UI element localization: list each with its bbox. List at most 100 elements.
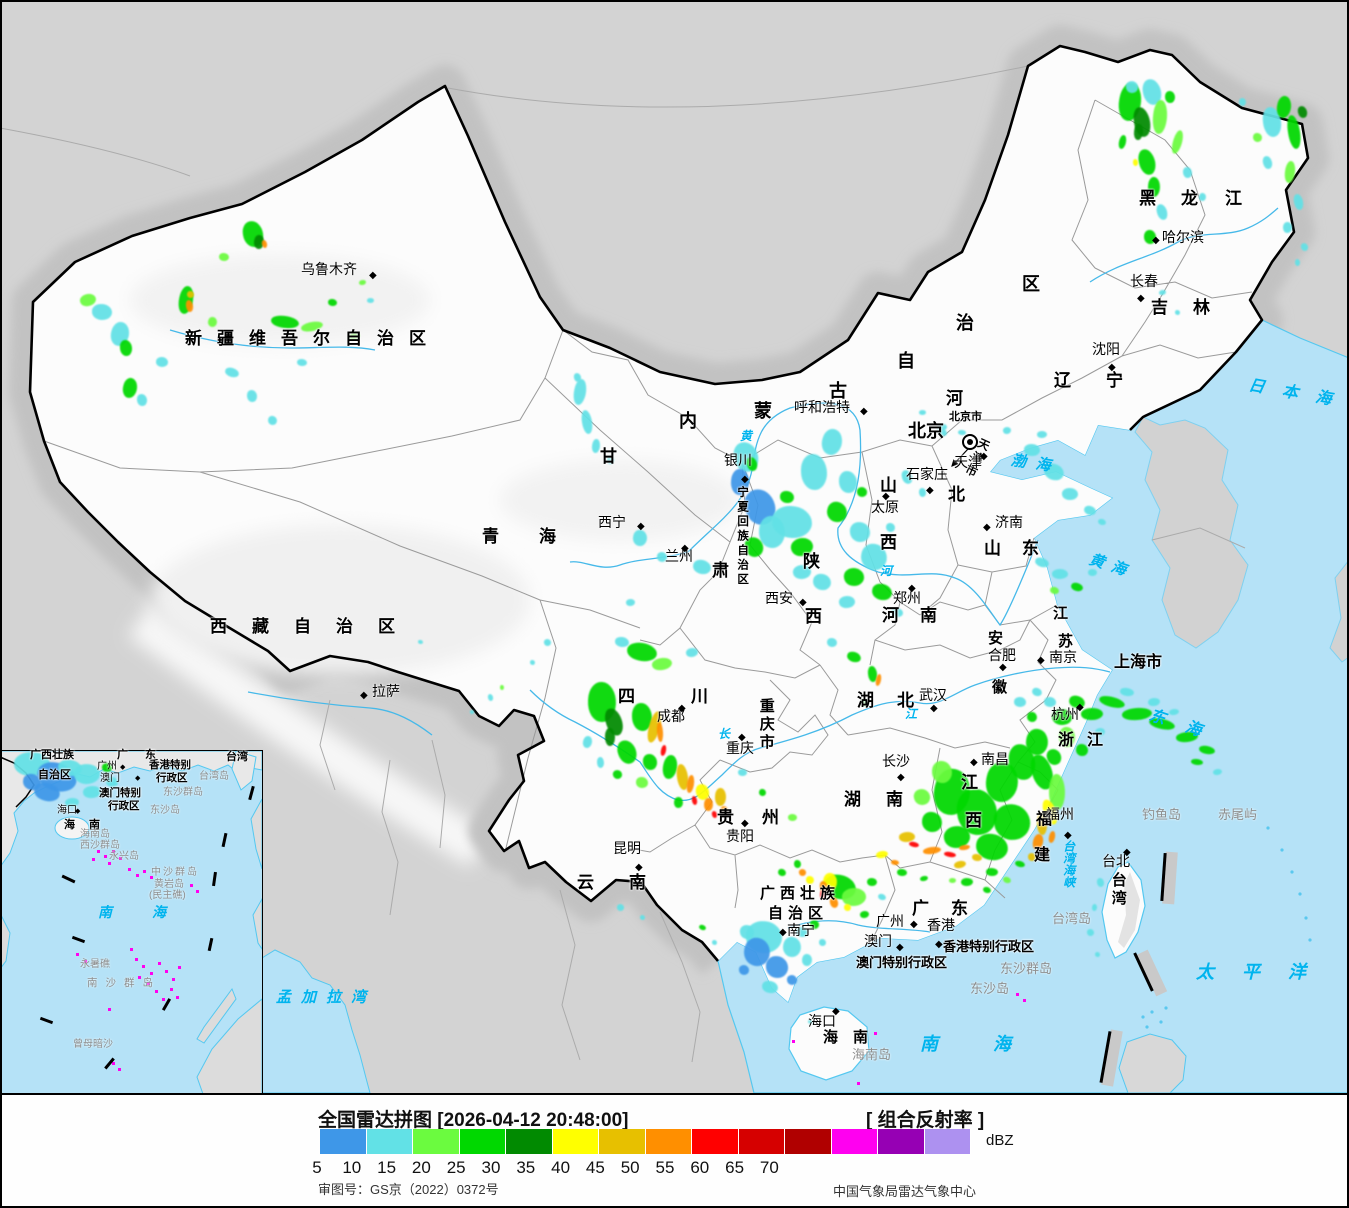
province-label: 西: [965, 811, 982, 830]
province-label: 江: [961, 773, 978, 792]
radar-echo: [918, 487, 926, 497]
islet-dot: [196, 890, 199, 893]
province-label: 龙: [1181, 189, 1198, 208]
province-label: 西: [805, 607, 822, 626]
city-marker-icon: ◆: [637, 521, 645, 532]
islet-dot: [172, 978, 175, 981]
province-label: 陕: [803, 552, 820, 571]
city-label: 台北: [1102, 853, 1130, 869]
legend-swatch: [645, 1129, 692, 1154]
city-marker-icon: ◆: [779, 927, 787, 938]
province-label: 宁: [1106, 371, 1123, 390]
sea-label: 日本海: [1247, 377, 1349, 412]
mosaic-title: 全国雷达拼图 [2026-04-12 20:48:00]: [318, 1110, 629, 1131]
inset-label: 东沙岛: [150, 805, 180, 816]
city-label: 昆明: [613, 840, 641, 856]
islet-dot: [874, 1032, 877, 1035]
province-label: 北京市: [949, 411, 982, 423]
radar-echo: [219, 253, 229, 261]
legend-swatch: [320, 1129, 367, 1154]
province-label: 云南: [577, 873, 681, 892]
city-label: 福州: [1046, 806, 1074, 822]
province-label: 西藏自治区: [210, 617, 420, 636]
dbz-tick-label: 60: [690, 1158, 710, 1177]
province-label: 区: [1022, 274, 1040, 294]
legend-swatch: [599, 1129, 646, 1154]
city-marker-icon: ◆: [741, 818, 749, 829]
city-label: 重庆: [726, 740, 754, 756]
product-name: [ 组合反射率 ]: [866, 1110, 985, 1131]
province-label: 古: [829, 381, 847, 401]
sea-label: 太平洋: [1196, 962, 1334, 982]
tianshan-relief: [130, 255, 430, 345]
province-label: 台湾: [1109, 872, 1127, 908]
province-label: 西: [880, 533, 897, 552]
city-marker-icon: ◆: [741, 474, 749, 485]
city-label: 西宁: [598, 514, 626, 530]
inset-label: 行政区: [156, 772, 188, 784]
south-china-sea-inset: [0, 750, 263, 1095]
islet-dot: [112, 850, 115, 853]
city-marker-icon: ◆: [910, 919, 918, 930]
province-label: 江: [1225, 189, 1242, 208]
dbz-tick-label: 30: [481, 1158, 501, 1177]
province-label: 香港特别行政区: [943, 939, 1035, 954]
islet-dot: [143, 870, 146, 873]
city-label: 乌鲁木齐: [301, 261, 357, 277]
island-label: 东沙岛: [970, 981, 1010, 996]
province-label: 甘: [600, 447, 617, 466]
province-label: 自治区: [768, 905, 829, 922]
island-label: 东沙群岛: [1000, 961, 1053, 976]
city-marker-icon: ◆: [980, 451, 988, 462]
city-label: 香港: [927, 917, 955, 933]
legend-swatch: [459, 1129, 506, 1154]
islet-dot: [76, 953, 79, 956]
city-label: 呼和浩特: [794, 399, 850, 415]
city-label: 郑州: [893, 590, 921, 606]
inset-label: 行政区: [108, 800, 140, 812]
city-label: 济南: [995, 514, 1023, 530]
inset-label: 东: [145, 749, 156, 761]
city-label: 海口: [808, 1013, 836, 1029]
islet-dot: [190, 884, 193, 887]
province-label: 广东: [912, 899, 990, 918]
city-label: 澳门: [864, 933, 892, 949]
province-label: 新疆维吾尔自治区: [185, 329, 441, 348]
inset-label: 广: [117, 749, 128, 761]
province-label: 福: [1036, 811, 1053, 828]
radar-echo-layer: [13, 77, 1309, 1025]
inset-label: 台湾: [226, 751, 248, 763]
city-marker-icon: ◆: [1137, 293, 1145, 304]
city-label: 拉萨: [372, 683, 400, 699]
islet-dot: [857, 1082, 860, 1085]
province-label: 黑: [1139, 189, 1156, 208]
island-label: 海南岛: [852, 1047, 892, 1062]
qilian-relief: [500, 460, 740, 540]
islet-dot: [128, 868, 131, 871]
province-label: 自: [897, 351, 915, 371]
islet-dot: [138, 976, 141, 979]
province-label: 治: [956, 313, 974, 333]
islet-dot: [118, 1068, 121, 1071]
province-label: 湖北: [857, 691, 937, 710]
boundary-marks-layer: [39, 785, 1167, 1085]
legend-swatch: [785, 1129, 832, 1154]
city-label: 哈尔滨: [1162, 229, 1204, 245]
islet-dot: [97, 850, 100, 853]
city-label: 太原: [871, 499, 899, 515]
islet-dot: [1016, 993, 1019, 996]
province-label: 宁夏回族自治区: [736, 486, 749, 588]
province-label: 内: [679, 411, 697, 431]
city-marker-icon: ◆: [1123, 847, 1131, 858]
capital-marker-icon: [962, 434, 978, 450]
sea-label: 河: [880, 564, 893, 578]
city-marker-icon: ◆: [860, 406, 868, 417]
province-label: 湖南: [844, 790, 928, 809]
dbz-tick-label: 35: [516, 1158, 536, 1177]
japan-kyushu: [1329, 559, 1349, 663]
islet-dot: [119, 857, 122, 860]
city-marker-icon: ◆: [832, 1006, 840, 1017]
dbz-tick-label: 20: [411, 1158, 431, 1177]
province-label: 吉林: [1151, 298, 1235, 317]
